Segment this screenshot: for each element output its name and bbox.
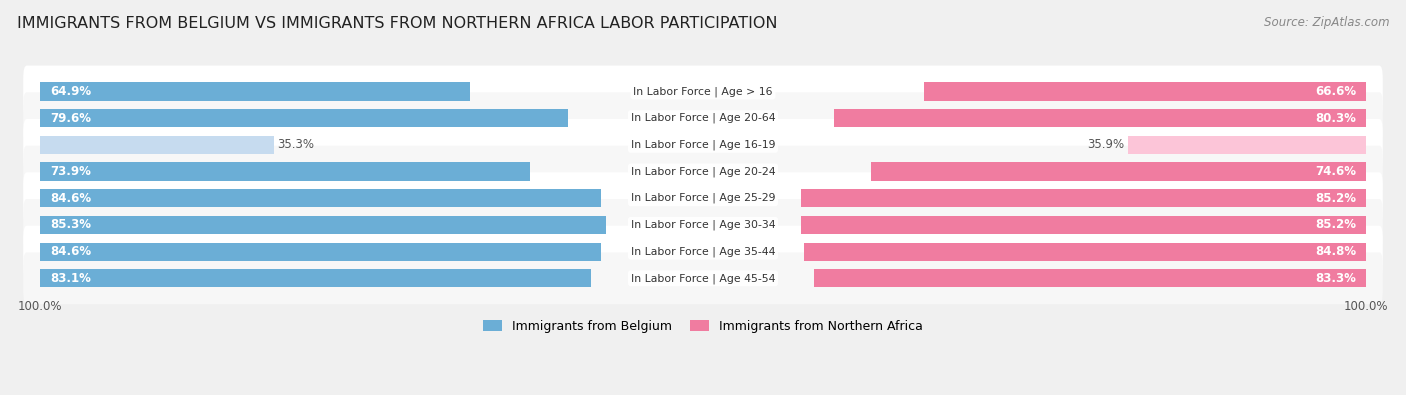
- Bar: [39, 243, 600, 261]
- Bar: [39, 162, 530, 181]
- FancyBboxPatch shape: [24, 172, 1382, 224]
- Text: 79.6%: 79.6%: [49, 112, 91, 125]
- Text: 84.6%: 84.6%: [49, 245, 91, 258]
- FancyBboxPatch shape: [24, 199, 1382, 251]
- Bar: [814, 269, 1367, 288]
- Bar: [801, 216, 1367, 234]
- Text: 74.6%: 74.6%: [1315, 165, 1357, 178]
- Text: 85.2%: 85.2%: [1315, 218, 1357, 231]
- Text: 83.3%: 83.3%: [1316, 272, 1357, 285]
- Text: IMMIGRANTS FROM BELGIUM VS IMMIGRANTS FROM NORTHERN AFRICA LABOR PARTICIPATION: IMMIGRANTS FROM BELGIUM VS IMMIGRANTS FR…: [17, 16, 778, 31]
- Text: In Labor Force | Age 20-64: In Labor Force | Age 20-64: [631, 113, 775, 123]
- Bar: [872, 162, 1367, 181]
- Text: In Labor Force | Age 16-19: In Labor Force | Age 16-19: [631, 139, 775, 150]
- Bar: [39, 189, 600, 207]
- Bar: [804, 243, 1367, 261]
- Text: 84.6%: 84.6%: [49, 192, 91, 205]
- Bar: [39, 136, 274, 154]
- Bar: [39, 109, 568, 127]
- Text: In Labor Force | Age 25-29: In Labor Force | Age 25-29: [631, 193, 775, 203]
- Text: 66.6%: 66.6%: [1315, 85, 1357, 98]
- Text: 35.9%: 35.9%: [1088, 138, 1125, 151]
- FancyBboxPatch shape: [24, 226, 1382, 278]
- Bar: [39, 269, 591, 288]
- Text: 64.9%: 64.9%: [49, 85, 91, 98]
- Text: 83.1%: 83.1%: [49, 272, 90, 285]
- Text: 84.8%: 84.8%: [1315, 245, 1357, 258]
- FancyBboxPatch shape: [24, 119, 1382, 171]
- Bar: [801, 189, 1367, 207]
- Text: 85.3%: 85.3%: [49, 218, 91, 231]
- Text: In Labor Force | Age 35-44: In Labor Force | Age 35-44: [631, 246, 775, 257]
- Bar: [39, 83, 470, 101]
- FancyBboxPatch shape: [24, 146, 1382, 198]
- Text: 35.3%: 35.3%: [277, 138, 315, 151]
- Bar: [834, 109, 1367, 127]
- FancyBboxPatch shape: [24, 66, 1382, 117]
- Text: 80.3%: 80.3%: [1316, 112, 1357, 125]
- Legend: Immigrants from Belgium, Immigrants from Northern Africa: Immigrants from Belgium, Immigrants from…: [478, 315, 928, 338]
- Text: Source: ZipAtlas.com: Source: ZipAtlas.com: [1264, 16, 1389, 29]
- Bar: [1128, 136, 1367, 154]
- FancyBboxPatch shape: [24, 252, 1382, 304]
- Text: 73.9%: 73.9%: [49, 165, 90, 178]
- Bar: [925, 83, 1367, 101]
- Bar: [39, 216, 606, 234]
- Text: 85.2%: 85.2%: [1315, 192, 1357, 205]
- Text: In Labor Force | Age 30-34: In Labor Force | Age 30-34: [631, 220, 775, 230]
- Text: In Labor Force | Age 20-24: In Labor Force | Age 20-24: [631, 166, 775, 177]
- FancyBboxPatch shape: [24, 92, 1382, 144]
- Text: In Labor Force | Age > 16: In Labor Force | Age > 16: [633, 86, 773, 97]
- Text: In Labor Force | Age 45-54: In Labor Force | Age 45-54: [631, 273, 775, 284]
